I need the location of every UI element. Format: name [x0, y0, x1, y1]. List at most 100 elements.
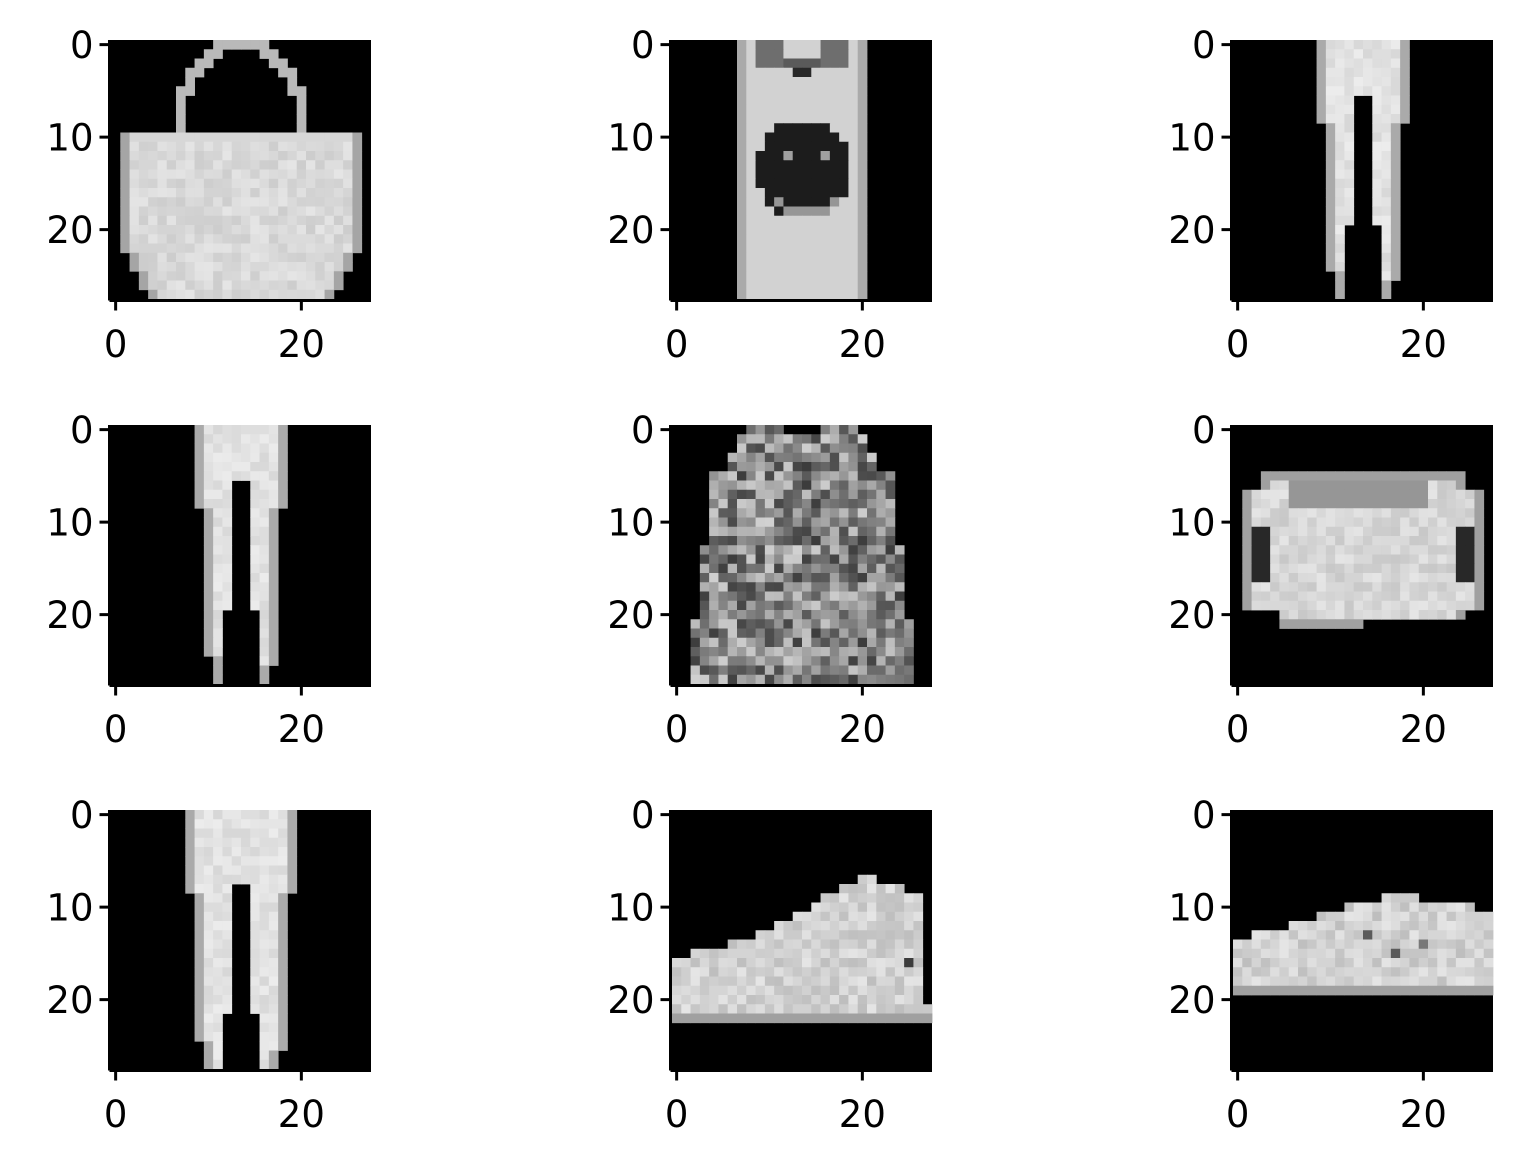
pixel [324, 271, 335, 281]
pixel [352, 178, 363, 189]
pixel [1465, 600, 1475, 611]
pixel [672, 985, 682, 996]
pixel [774, 985, 784, 996]
pixel [1353, 86, 1364, 96]
pixel [1298, 921, 1308, 931]
pixel [213, 289, 223, 300]
pixel [1437, 480, 1447, 491]
pixel [746, 252, 756, 263]
pixel [792, 517, 803, 528]
pixel [699, 554, 710, 565]
pixel [774, 289, 784, 300]
pixel [203, 271, 214, 281]
pixel [1428, 471, 1438, 481]
pixel [1279, 976, 1290, 987]
pixel [802, 526, 812, 537]
pixel [278, 234, 288, 244]
pixel [1316, 517, 1327, 528]
pixel [876, 939, 886, 950]
pixel [296, 262, 307, 272]
pixel [737, 536, 747, 546]
pixel [166, 178, 177, 189]
pixel [839, 600, 849, 611]
pixel [231, 215, 242, 226]
pixel [764, 289, 775, 300]
pixel [343, 132, 353, 143]
pixel [1372, 471, 1382, 481]
pixel [241, 225, 251, 235]
pixel [811, 151, 821, 161]
pixel [857, 884, 868, 894]
image-shirt-with-smiley [672, 40, 932, 300]
pixel [1288, 930, 1299, 940]
pixel [203, 443, 214, 454]
pixel [737, 243, 747, 254]
pixel [848, 49, 859, 59]
pixel [1325, 95, 1336, 106]
pixel [306, 206, 316, 217]
pixel [681, 1013, 691, 1024]
pixel [1437, 976, 1447, 987]
pixel [1242, 563, 1252, 574]
pixel [690, 674, 701, 685]
pixel [792, 656, 803, 666]
pixel [241, 425, 251, 435]
pixel [213, 865, 223, 876]
pixel [699, 610, 710, 620]
pixel [885, 1013, 896, 1024]
pixel [1353, 554, 1364, 565]
pixel [1437, 545, 1447, 555]
y-tick-label: 0 [631, 409, 655, 452]
pixel [820, 985, 831, 996]
pixel [1409, 554, 1420, 565]
pixel [783, 508, 794, 518]
pixel [203, 911, 214, 922]
pixel [287, 865, 298, 876]
pixel [811, 976, 821, 987]
pixel [120, 132, 130, 143]
pixel [885, 967, 896, 977]
pixel [1279, 948, 1290, 959]
pixel [1428, 517, 1438, 528]
pixel [848, 67, 859, 78]
pixel [268, 471, 279, 481]
pixel [222, 563, 233, 574]
pixel [764, 610, 775, 620]
pixel [783, 234, 794, 244]
pixel [287, 243, 298, 254]
pixel [259, 234, 270, 244]
pixel [250, 600, 260, 611]
pixel [1344, 554, 1355, 565]
pixel [296, 206, 307, 217]
pixel [783, 674, 794, 685]
pixel [783, 545, 794, 555]
pixel [1307, 985, 1317, 996]
pixel [1325, 215, 1336, 226]
pixel [213, 856, 223, 866]
pixel [1288, 967, 1299, 977]
pixel [1251, 563, 1262, 574]
y-tick-label: 0 [70, 409, 94, 452]
pixel [287, 874, 298, 885]
pixel [1251, 948, 1262, 959]
pixel [718, 628, 729, 639]
pixel [802, 243, 812, 254]
pixel [222, 837, 233, 848]
pixel [296, 169, 307, 180]
pixel [324, 243, 335, 254]
pixel [1418, 508, 1429, 518]
pixel [1418, 967, 1429, 977]
pixel [222, 499, 233, 509]
pixel [1335, 563, 1345, 574]
pixel [839, 637, 849, 648]
pixel [755, 123, 766, 133]
pixel [829, 206, 840, 217]
pixel [222, 188, 233, 198]
pixel [278, 810, 288, 820]
pixel [259, 674, 270, 685]
pixel [1344, 58, 1355, 69]
pixel [839, 967, 849, 977]
pixel [1288, 610, 1299, 620]
pixel [699, 591, 710, 602]
pixel [857, 619, 868, 629]
